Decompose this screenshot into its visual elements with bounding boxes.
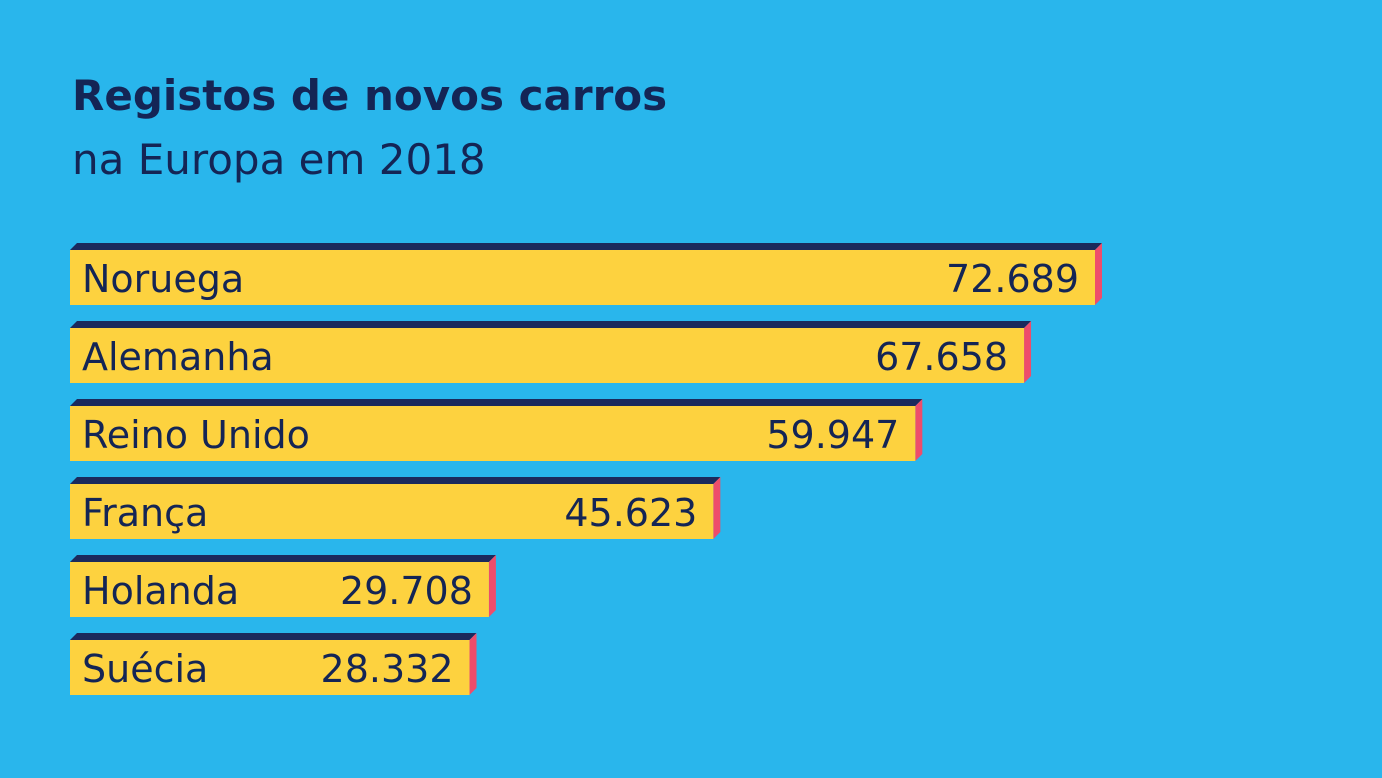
bar-category-label: França: [82, 491, 208, 535]
chart-subtitle: na Europa em 2018: [72, 135, 486, 184]
bar-top: [70, 399, 923, 406]
bar: [70, 640, 470, 695]
bar-side: [488, 555, 496, 617]
bar-category-label: Noruega: [82, 257, 244, 301]
bar-top: [70, 321, 1032, 328]
bar-side: [1024, 321, 1032, 383]
bar-category-label: Alemanha: [82, 335, 274, 379]
bar-value-label: 28.332: [321, 647, 454, 691]
bar-group: França 45.623: [70, 477, 721, 539]
bar-top: [70, 633, 477, 640]
bar-value-label: 72.689: [946, 257, 1079, 301]
bar: [70, 250, 1095, 305]
bar-top: [70, 243, 1102, 250]
bar: [70, 562, 489, 617]
bar-group: Holanda 29.708: [70, 555, 496, 617]
bar-value-label: 59.947: [766, 413, 899, 457]
bar-category-label: Reino Unido: [82, 413, 310, 457]
bar-group: Reino Unido 59.947: [70, 399, 923, 461]
bar-top: [70, 555, 496, 562]
bar-category-label: Suécia: [82, 647, 208, 691]
bar-value-label: 29.708: [340, 569, 473, 613]
bar: [70, 484, 714, 539]
bar: [70, 328, 1025, 383]
bar-side: [1095, 243, 1102, 305]
bar-side: [469, 633, 477, 695]
chart-title: Registos de novos carros: [72, 71, 668, 120]
bar-top: [70, 477, 721, 484]
bar-category-label: Holanda: [82, 569, 239, 613]
bar-group: Alemanha 67.658: [70, 321, 1032, 383]
bar-group: Suécia 28.332: [70, 633, 477, 695]
bar-side: [915, 399, 923, 461]
bar-value-label: 45.623: [564, 491, 697, 535]
bar-value-label: 67.658: [875, 335, 1008, 379]
bar-group: Noruega 72.689: [70, 243, 1102, 305]
bar: [70, 406, 916, 461]
bar-side: [713, 477, 721, 539]
